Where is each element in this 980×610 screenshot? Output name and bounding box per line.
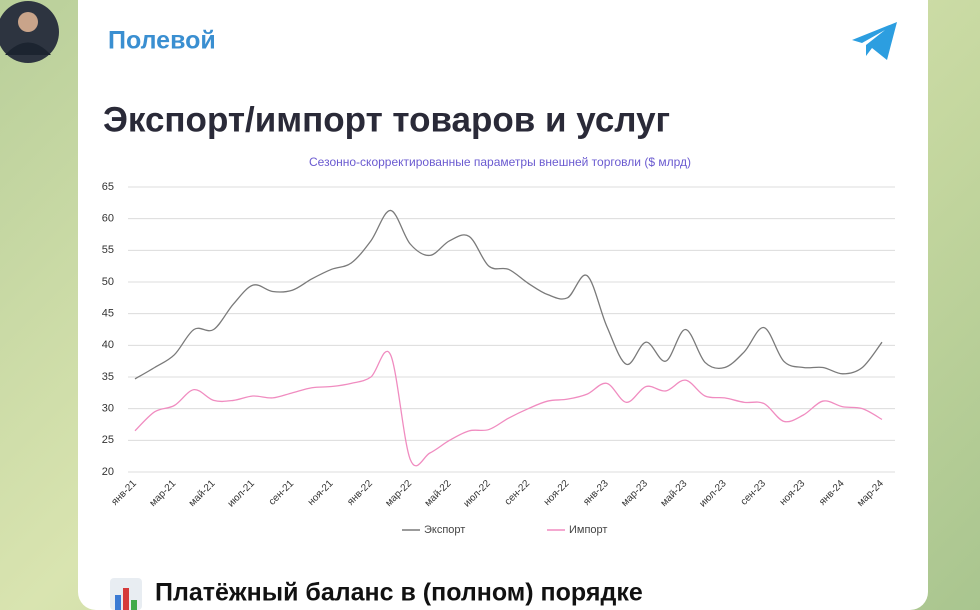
emoji-bar xyxy=(115,595,121,610)
chart-title: Экспорт/импорт товаров и услуг xyxy=(103,100,670,139)
channel-name[interactable]: Полевой xyxy=(108,27,216,55)
telegram-icon[interactable] xyxy=(852,22,897,60)
avatar-face xyxy=(18,12,38,32)
post-icon xyxy=(110,578,142,610)
y-tick-label: 60 xyxy=(102,213,114,225)
y-tick-label: 30 xyxy=(102,403,114,415)
post-heading: Платёжный баланс в (полном) порядке xyxy=(155,579,643,607)
watermark: 知乎 @三郎宏观 xyxy=(745,555,920,582)
message-card xyxy=(78,0,928,610)
legend-label: Импорт xyxy=(569,524,607,536)
y-tick-label: 45 xyxy=(102,308,114,320)
chart-subtitle: Сезонно-скорректированные параметры внеш… xyxy=(309,155,691,169)
y-tick-label: 50 xyxy=(102,276,114,288)
y-tick-label: 55 xyxy=(102,244,114,256)
y-tick-label: 25 xyxy=(102,434,114,446)
avatar-suit xyxy=(5,42,51,55)
legend-label: Экспорт xyxy=(424,524,465,536)
y-tick-label: 35 xyxy=(102,371,114,383)
data-line xyxy=(134,351,883,467)
y-tick-label: 65 xyxy=(102,181,114,193)
telegram-plane xyxy=(852,22,897,60)
emoji-bar xyxy=(131,600,137,610)
y-tick-label: 20 xyxy=(102,466,114,478)
y-tick-label: 40 xyxy=(102,339,114,351)
emoji-bar xyxy=(123,588,129,610)
data-line xyxy=(134,209,883,380)
